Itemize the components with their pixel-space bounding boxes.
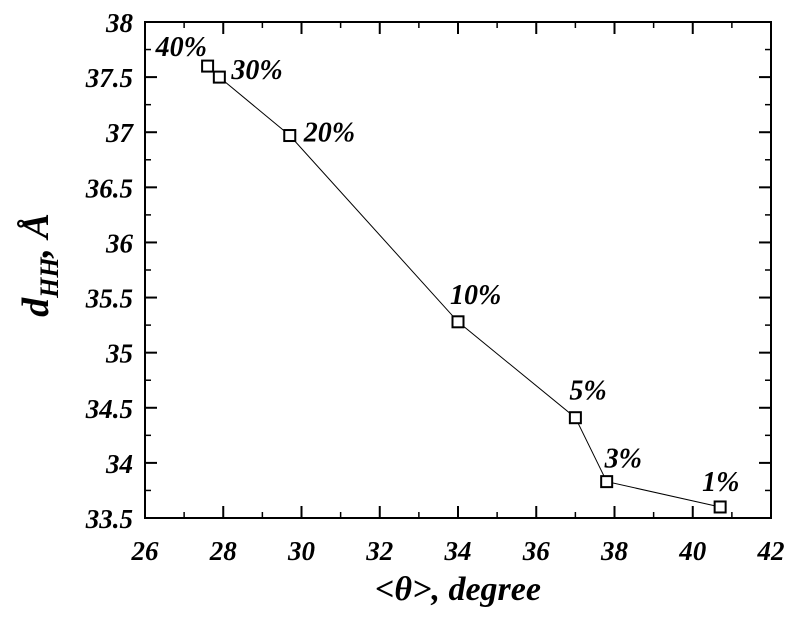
data-markers — [201, 59, 727, 514]
y-axis-title: dHH, Å — [15, 213, 64, 317]
x-tick-label: 30 — [287, 536, 316, 566]
y-tick-label: 36.5 — [85, 173, 133, 203]
point-label: 1% — [702, 467, 739, 498]
x-tick-label: 26 — [131, 536, 160, 566]
y-tick-label: 35 — [105, 339, 133, 369]
data-marker — [283, 129, 297, 143]
x-tick-label: 40 — [678, 536, 707, 566]
data-marker — [212, 70, 226, 84]
y-tick-label: 37 — [105, 118, 135, 148]
data-marker — [600, 475, 614, 489]
x-axis-title: <θ>, degree — [375, 571, 541, 608]
plot-frame — [144, 21, 772, 519]
y-tick-label: 34.5 — [85, 394, 133, 424]
point-label: 10% — [450, 280, 501, 311]
y-axis-title-main: d — [15, 297, 57, 317]
x-tick-label: 32 — [365, 536, 393, 566]
y-axis-title-subscript: HH — [35, 257, 64, 299]
data-marker — [201, 59, 215, 73]
y-tick-label: 34 — [105, 449, 133, 479]
y-axis-title-unit: , Å — [15, 213, 57, 258]
x-tick-label: 36 — [522, 536, 551, 566]
y-tick-labels: 33.5 34 34.5 35 35.5 36 36.5 37 37.5 38 — [85, 8, 135, 534]
x-tick-label: 38 — [600, 536, 629, 566]
data-marker — [568, 411, 582, 425]
x-tick-label: 34 — [444, 536, 472, 566]
data-marker — [451, 315, 465, 329]
point-label: 30% — [230, 55, 282, 86]
data-marker — [713, 500, 727, 514]
axis-ticks — [144, 21, 772, 519]
point-labels: 40% 30% 20% 10% 5% 3% 1% — [155, 32, 740, 498]
point-label: 20% — [303, 118, 355, 149]
y-tick-label: 33.5 — [85, 504, 133, 534]
point-label: 5% — [569, 376, 606, 407]
x-tick-label: 28 — [209, 536, 238, 566]
x-tick-label: 42 — [757, 536, 785, 566]
point-label: 3% — [604, 444, 642, 475]
y-tick-label: 37.5 — [85, 63, 133, 93]
y-tick-label: 36 — [105, 228, 134, 258]
y-tick-label: 35.5 — [85, 284, 133, 314]
point-label: 40% — [155, 32, 207, 63]
x-tick-labels: 26 28 30 32 34 36 38 40 42 — [131, 536, 785, 566]
y-tick-label: 38 — [105, 8, 134, 38]
